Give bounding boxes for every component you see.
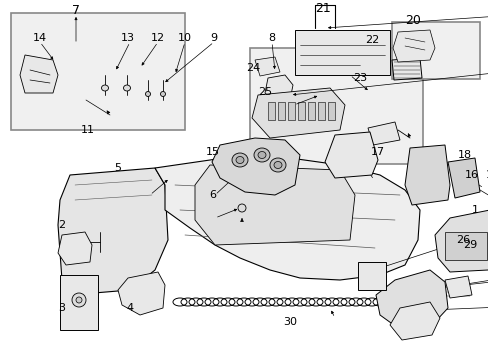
Text: 20: 20	[404, 13, 420, 27]
Bar	[391, 22, 479, 79]
Polygon shape	[212, 138, 299, 195]
Text: 24: 24	[245, 63, 260, 73]
Text: 17: 17	[370, 147, 384, 157]
Polygon shape	[58, 168, 168, 295]
Text: 30: 30	[283, 317, 296, 327]
Text: 19: 19	[485, 170, 488, 180]
Polygon shape	[251, 88, 345, 138]
Text: 9: 9	[210, 33, 217, 43]
Polygon shape	[404, 145, 449, 205]
Polygon shape	[325, 132, 377, 178]
Polygon shape	[392, 30, 434, 62]
Text: 5: 5	[114, 163, 121, 173]
Polygon shape	[294, 30, 389, 75]
Text: 2: 2	[59, 220, 65, 230]
Ellipse shape	[123, 85, 130, 91]
Polygon shape	[254, 57, 280, 76]
Polygon shape	[391, 58, 421, 80]
Ellipse shape	[102, 85, 108, 91]
Bar	[267, 102, 274, 120]
Ellipse shape	[145, 91, 150, 96]
Text: 4: 4	[126, 303, 133, 313]
Polygon shape	[444, 276, 471, 298]
Bar	[278, 102, 285, 120]
Polygon shape	[434, 210, 488, 272]
Ellipse shape	[253, 148, 269, 162]
Ellipse shape	[238, 204, 245, 212]
Polygon shape	[195, 165, 354, 245]
Ellipse shape	[258, 152, 265, 158]
Polygon shape	[155, 155, 419, 280]
Polygon shape	[389, 302, 439, 340]
Bar	[297, 102, 305, 120]
Ellipse shape	[231, 153, 247, 167]
Polygon shape	[447, 158, 479, 198]
Text: 7: 7	[72, 4, 80, 17]
Bar	[249, 48, 422, 164]
Polygon shape	[375, 270, 447, 328]
Bar	[317, 102, 325, 120]
Bar	[444, 232, 486, 260]
Ellipse shape	[72, 293, 86, 307]
Text: 10: 10	[178, 33, 192, 43]
Bar	[287, 102, 294, 120]
Bar	[327, 102, 334, 120]
Text: 29: 29	[462, 240, 476, 250]
Text: 11: 11	[81, 125, 95, 135]
Bar	[357, 262, 385, 290]
Ellipse shape	[269, 158, 285, 172]
Bar	[60, 275, 98, 330]
Polygon shape	[118, 272, 164, 315]
Text: 3: 3	[59, 303, 65, 313]
Text: 12: 12	[151, 33, 165, 43]
Text: 18: 18	[457, 150, 471, 160]
Polygon shape	[20, 55, 58, 93]
Ellipse shape	[273, 162, 282, 168]
Polygon shape	[264, 75, 292, 103]
Ellipse shape	[160, 91, 165, 96]
Text: 6: 6	[209, 190, 216, 200]
Text: 14: 14	[33, 33, 47, 43]
Text: 21: 21	[314, 1, 330, 14]
Text: 8: 8	[268, 33, 275, 43]
Ellipse shape	[236, 157, 244, 163]
Text: 15: 15	[205, 147, 220, 157]
Text: 25: 25	[257, 87, 271, 97]
Polygon shape	[367, 122, 399, 145]
Ellipse shape	[76, 297, 82, 303]
Text: 16: 16	[464, 170, 478, 180]
Text: 13: 13	[121, 33, 135, 43]
Bar	[307, 102, 314, 120]
Text: 26: 26	[455, 235, 469, 245]
Polygon shape	[58, 232, 92, 265]
Bar	[11, 13, 184, 130]
Text: 1: 1	[470, 205, 478, 215]
Text: 22: 22	[364, 35, 378, 45]
Text: 23: 23	[352, 73, 366, 83]
